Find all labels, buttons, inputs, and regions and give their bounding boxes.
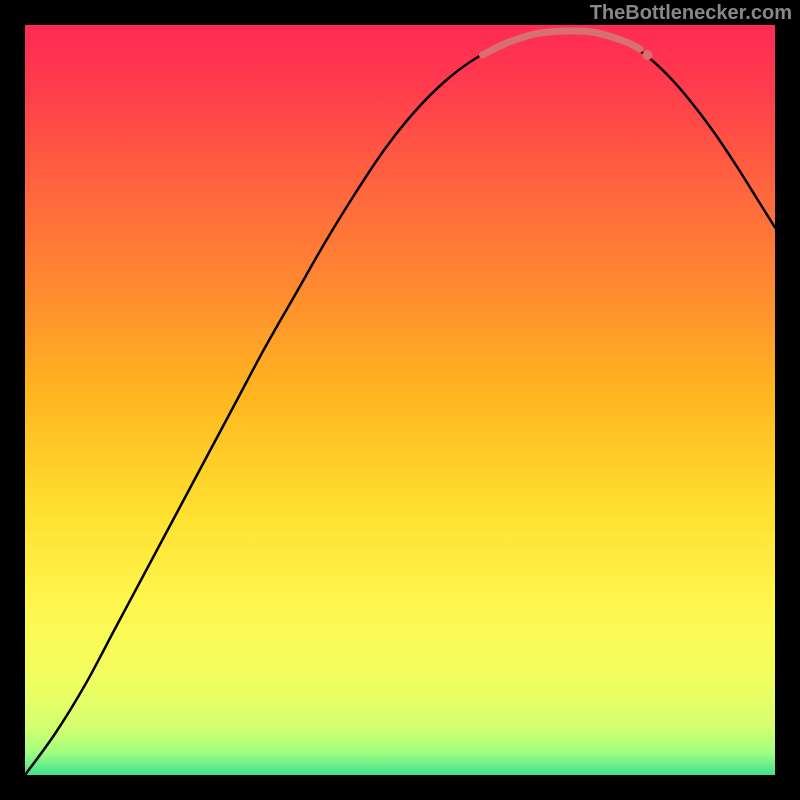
gradient-background: [25, 25, 775, 775]
plot-svg: [25, 25, 775, 775]
highlight-end-dot: [643, 50, 653, 60]
chart-container: TheBottlenecker.com: [0, 0, 800, 800]
plot-area: [25, 25, 775, 775]
watermark-text: TheBottlenecker.com: [590, 2, 792, 25]
